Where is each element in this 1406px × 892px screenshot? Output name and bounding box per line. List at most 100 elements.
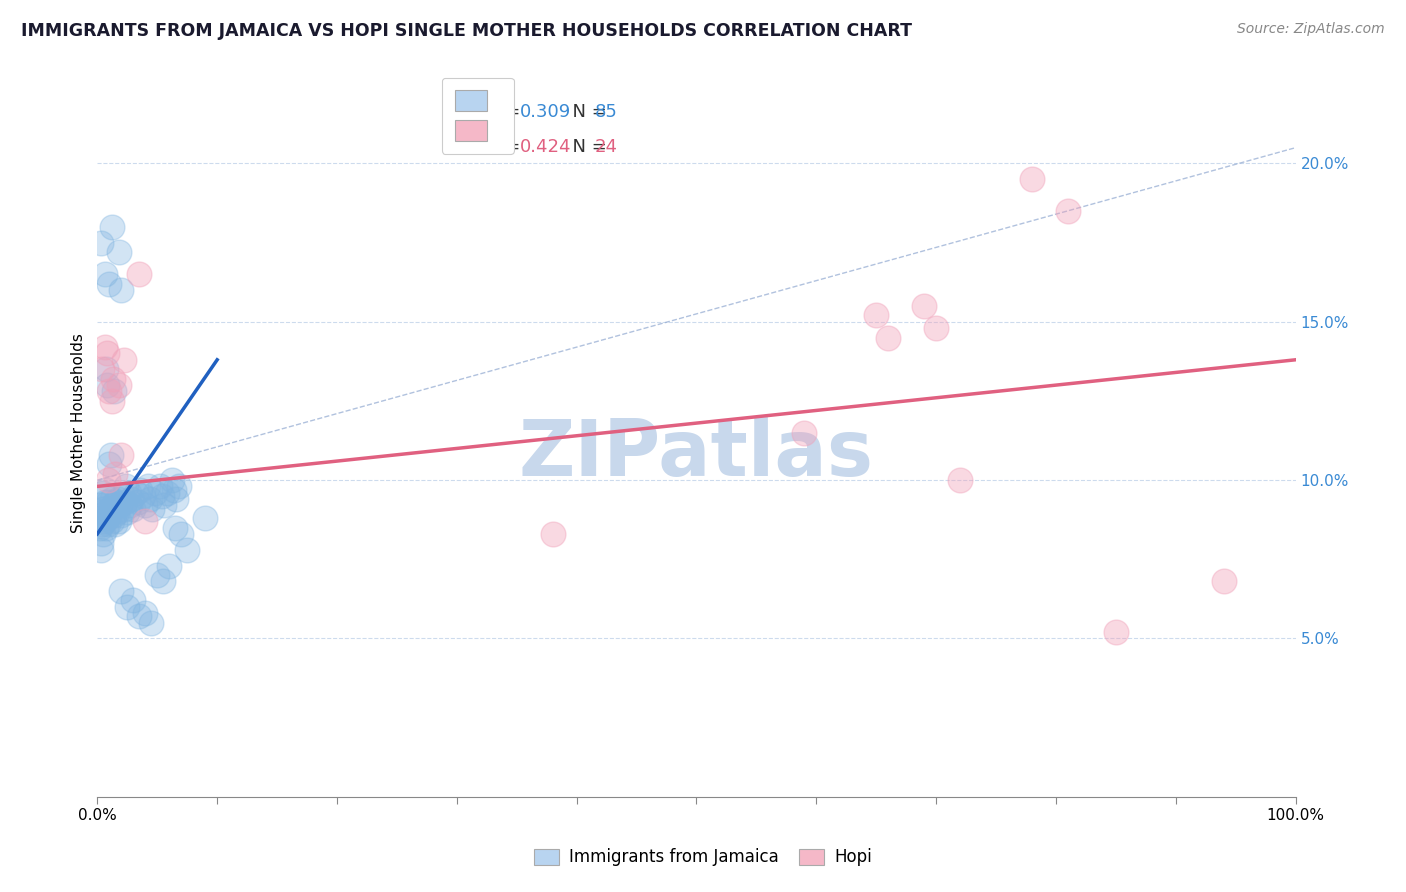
- Point: [91, 505, 114, 519]
- Legend: , : ,: [441, 78, 515, 153]
- Point: [167, 479, 190, 493]
- Point: [129, 483, 152, 497]
- Point: [128, 268, 150, 282]
- Point: [104, 517, 127, 532]
- Point: [98, 508, 121, 522]
- Point: [94, 483, 117, 497]
- Point: [103, 508, 125, 522]
- Point: [94, 505, 117, 519]
- Point: [98, 384, 121, 399]
- Point: [104, 495, 127, 509]
- Point: [115, 479, 138, 493]
- Point: [87, 511, 110, 525]
- Point: [108, 514, 131, 528]
- Point: [100, 393, 122, 408]
- Point: [100, 219, 122, 234]
- Point: [541, 527, 564, 541]
- Point: [865, 309, 887, 323]
- Y-axis label: Single Mother Households: Single Mother Households: [72, 333, 86, 533]
- Point: [127, 495, 149, 509]
- Point: [1021, 172, 1043, 186]
- Point: [100, 514, 122, 528]
- Point: [112, 352, 135, 367]
- Point: [108, 499, 131, 513]
- Legend: Immigrants from Jamaica, Hopi: Immigrants from Jamaica, Hopi: [526, 840, 880, 875]
- Point: [90, 542, 112, 557]
- Point: [134, 514, 156, 528]
- Point: [110, 508, 132, 522]
- Point: [132, 489, 155, 503]
- Point: [149, 479, 172, 493]
- Point: [1212, 574, 1234, 589]
- Point: [93, 501, 115, 516]
- Point: [94, 520, 117, 534]
- Text: R =: R =: [486, 138, 526, 156]
- Point: [157, 558, 180, 573]
- Point: [120, 492, 142, 507]
- Point: [90, 235, 112, 250]
- Point: [93, 495, 115, 509]
- Text: 85: 85: [595, 103, 617, 121]
- Text: 0.309: 0.309: [520, 103, 572, 121]
- Point: [122, 501, 145, 516]
- Point: [89, 520, 111, 534]
- Point: [118, 499, 141, 513]
- Point: [91, 517, 114, 532]
- Point: [111, 489, 134, 503]
- Point: [163, 483, 186, 497]
- Point: [108, 378, 131, 392]
- Point: [100, 492, 122, 507]
- Point: [96, 511, 118, 525]
- Point: [114, 495, 136, 509]
- Point: [176, 542, 198, 557]
- Point: [134, 499, 156, 513]
- Point: [160, 473, 183, 487]
- Point: [110, 448, 132, 462]
- Point: [152, 574, 174, 589]
- Point: [1105, 625, 1128, 640]
- Point: [877, 330, 900, 344]
- Point: [112, 501, 135, 516]
- Text: N =: N =: [561, 103, 613, 121]
- Point: [165, 492, 187, 507]
- Point: [93, 514, 115, 528]
- Point: [912, 299, 935, 313]
- Point: [141, 615, 163, 630]
- Text: N =: N =: [561, 138, 613, 156]
- Point: [949, 473, 972, 487]
- Point: [100, 448, 122, 462]
- Point: [93, 527, 115, 541]
- Point: [150, 489, 173, 503]
- Point: [93, 340, 115, 354]
- Point: [90, 536, 112, 550]
- Point: [108, 245, 131, 260]
- Point: [156, 485, 179, 500]
- Point: [146, 568, 169, 582]
- Point: [97, 495, 120, 509]
- Point: [91, 362, 114, 376]
- Point: [925, 321, 948, 335]
- Point: [194, 511, 217, 525]
- Point: [89, 499, 111, 513]
- Point: [153, 499, 176, 513]
- Point: [117, 505, 139, 519]
- Point: [104, 467, 127, 481]
- Point: [793, 425, 815, 440]
- Text: 0.424: 0.424: [520, 138, 572, 156]
- Point: [125, 485, 148, 500]
- Point: [93, 268, 115, 282]
- Point: [96, 346, 118, 360]
- Point: [170, 527, 193, 541]
- Point: [101, 499, 124, 513]
- Point: [98, 277, 121, 291]
- Point: [101, 372, 124, 386]
- Point: [100, 501, 122, 516]
- Point: [94, 362, 117, 376]
- Point: [93, 485, 115, 500]
- Point: [143, 485, 166, 500]
- Point: [117, 485, 139, 500]
- Point: [110, 583, 132, 598]
- Text: IMMIGRANTS FROM JAMAICA VS HOPI SINGLE MOTHER HOUSEHOLDS CORRELATION CHART: IMMIGRANTS FROM JAMAICA VS HOPI SINGLE M…: [21, 22, 912, 40]
- Point: [128, 609, 150, 624]
- Point: [122, 593, 145, 607]
